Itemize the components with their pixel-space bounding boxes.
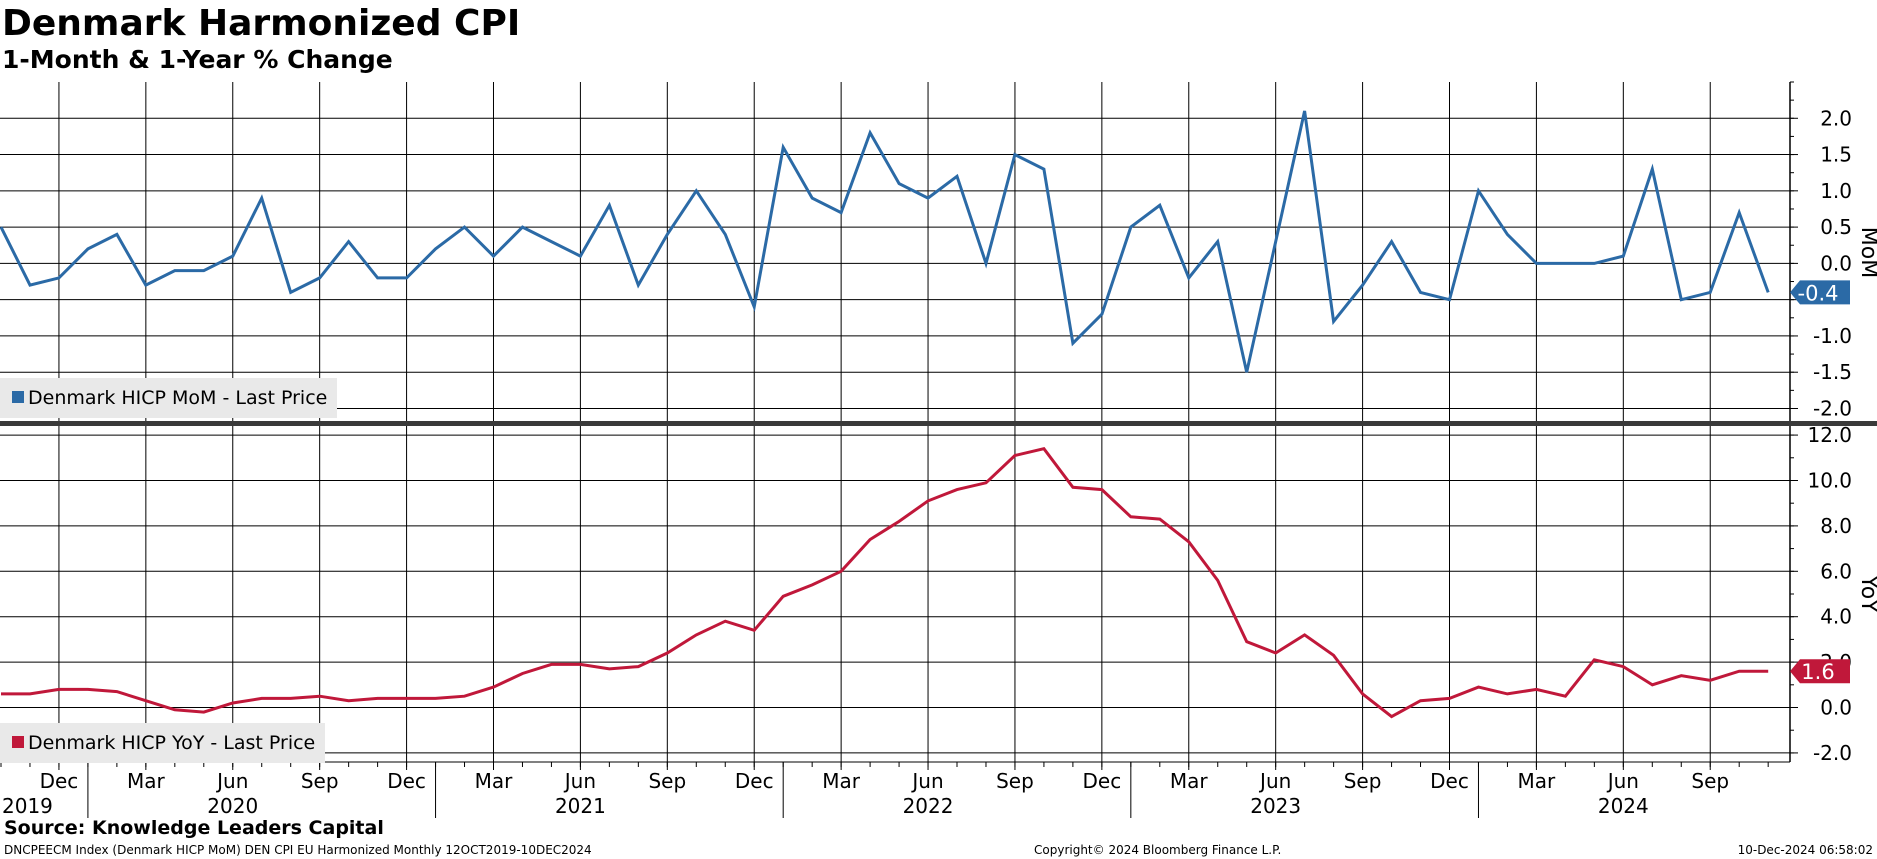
x-month-label-11: Sep <box>996 769 1034 793</box>
x-month-label-13: Mar <box>1170 769 1209 793</box>
mom-legend: Denmark HICP MoM - Last Price <box>0 378 338 418</box>
chart-subtitle: 1-Month & 1-Year % Change <box>2 45 393 74</box>
yoy-ytick-label-1: 10.0 <box>1807 468 1852 492</box>
x-month-label-8: Dec <box>735 769 774 793</box>
x-month-label-4: Dec <box>387 769 426 793</box>
x-month-label-14: Jun <box>1258 769 1291 793</box>
mom-ytick-label-3: 0.5 <box>1820 215 1852 239</box>
mom-ytick-label-2: 1.0 <box>1820 179 1852 203</box>
yoy-legend: Denmark HICP YoY - Last Price <box>0 723 326 763</box>
x-month-label-3: Sep <box>301 769 339 793</box>
mom-last-value-text: -0.4 <box>1798 281 1839 305</box>
source-note: Source: Knowledge Leaders Capital <box>4 817 384 839</box>
x-axis: Dec Mar Jun Sep Dec Mar Jun Sep Dec Mar Jun Sep Dec M… <box>0 421 1877 818</box>
yoy-ytick-label-0: 12.0 <box>1807 423 1852 447</box>
x-month-label-19: Sep <box>1691 769 1729 793</box>
mom-legend-label: Denmark HICP MoM - Last Price <box>28 387 328 409</box>
mom-legend-swatch <box>12 390 24 403</box>
yoy-last-value-tag: 1.6 <box>1790 659 1850 684</box>
x-month-label-12: Dec <box>1083 769 1122 793</box>
mom-axis-title: MoM <box>1856 227 1877 278</box>
yoy-ytick-label-7: -2.0 <box>1813 741 1852 765</box>
yoy-legend-swatch <box>12 735 24 748</box>
yoy-ytick-label-2: 8.0 <box>1820 514 1852 538</box>
x-month-label-16: Dec <box>1430 769 1469 793</box>
yoy-last-value-bg <box>1790 659 1850 684</box>
x-month-label-7: Sep <box>648 769 686 793</box>
x-year-label-0: 2019 <box>2 794 53 818</box>
x-month-label-5: Mar <box>475 769 514 793</box>
x-year-label-5: 2024 <box>1598 794 1649 818</box>
x-month-label-9: Mar <box>822 769 861 793</box>
ticker-info: DNCPEECM Index (Denmark HICP MoM) DEN CP… <box>4 843 592 857</box>
x-month-label-10: Jun <box>910 769 943 793</box>
mom-ytick-label-7: -1.5 <box>1813 360 1852 384</box>
x-month-label-2: Jun <box>215 769 248 793</box>
x-month-label-17: Mar <box>1518 769 1557 793</box>
x-month-label-1: Mar <box>127 769 166 793</box>
x-month-label-18: Jun <box>1606 769 1639 793</box>
mom-last-value-tag: -0.4 <box>1790 280 1850 305</box>
x-month-label-6: Jun <box>563 769 596 793</box>
yoy-last-value-text: 1.6 <box>1801 660 1834 684</box>
yoy-ytick-label-6: 0.0 <box>1820 696 1852 720</box>
mom-ytick-label-1: 1.5 <box>1820 143 1852 167</box>
chart-title: Denmark Harmonized CPI <box>2 3 521 44</box>
mom-ytick-label-0: 2.0 <box>1820 106 1852 130</box>
x-year-label-1: 2020 <box>207 794 258 818</box>
copyright: Copyright© 2024 Bloomberg Finance L.P. <box>1034 843 1282 857</box>
mom-series-line <box>0 110 1770 373</box>
mom-ytick-label-6: -1.0 <box>1813 324 1852 348</box>
mom-ytick-label-8: -2.0 <box>1813 396 1852 420</box>
x-month-label-15: Sep <box>1344 769 1382 793</box>
yoy-legend-label: Denmark HICP YoY - Last Price <box>28 732 316 754</box>
mom-ytick-label-4: 0.0 <box>1820 251 1852 275</box>
yoy-series-line <box>1 447 1769 719</box>
x-year-label-2: 2021 <box>555 794 606 818</box>
yoy-ytick-label-4: 4.0 <box>1820 605 1852 629</box>
yoy-ytick-label-3: 6.0 <box>1820 559 1852 583</box>
panel-divider <box>0 421 1877 426</box>
x-year-label-4: 2023 <box>1250 794 1301 818</box>
timestamp: 10-Dec-2024 06:58:02 <box>1737 843 1873 857</box>
x-month-label-0: Dec <box>40 769 79 793</box>
x-year-label-3: 2022 <box>903 794 954 818</box>
yoy-axis-title: YoY <box>1856 574 1877 613</box>
mom-panel: 2.0 1.5 1.0 0.5 0.0 -1.0 -1.5 -2.0 MoM -0.4 <box>0 81 1877 423</box>
mom-last-value-bg <box>1790 280 1850 305</box>
